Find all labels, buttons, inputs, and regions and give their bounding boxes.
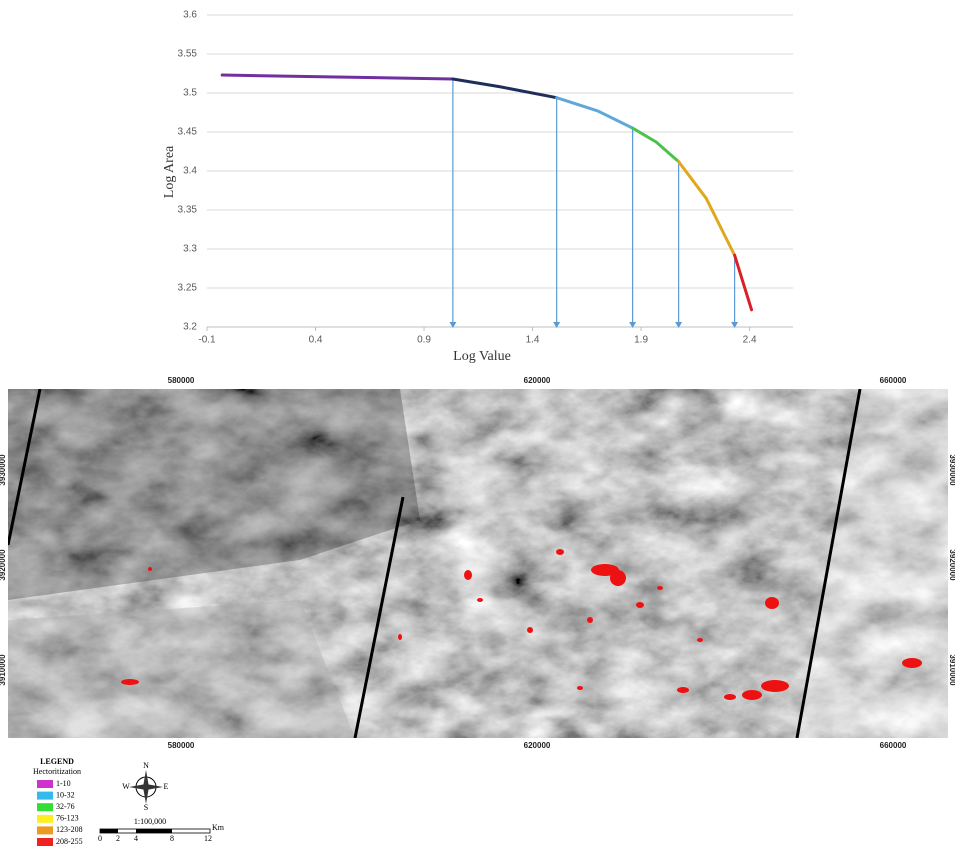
y-tick-label: 3.45 <box>178 127 198 138</box>
figure: Log Value Log Area 3.23.253. <box>0 0 955 846</box>
y-tick-label: 3.25 <box>178 283 198 294</box>
scale-tick: 12 <box>204 834 212 843</box>
y-tick-label: 3.55 <box>178 49 198 60</box>
map-x-label: 580000 <box>168 376 195 385</box>
scale-tick: 8 <box>170 834 174 843</box>
legend-label: 1-10 <box>56 779 71 788</box>
line-series <box>679 162 735 256</box>
scale-tick: 2 <box>116 834 120 843</box>
x-tick-label: 0.4 <box>309 335 323 346</box>
compass-letter: E <box>164 782 169 791</box>
line-series <box>633 128 679 162</box>
x-tick-label: 0.9 <box>417 335 431 346</box>
map-y-label: 3920000 <box>948 549 955 581</box>
y-tick-label: 3.4 <box>183 166 197 177</box>
y-axis-title: Log Area <box>162 145 177 198</box>
scale-tick: 4 <box>134 834 138 843</box>
x-tick-label: 1.4 <box>526 335 540 346</box>
line-series <box>222 75 453 79</box>
legend-label: 208-255 <box>56 837 83 846</box>
page: Log Value Log Area 3.23.253. <box>0 0 955 846</box>
y-tick-label: 3.2 <box>183 322 197 333</box>
line-series <box>735 255 752 310</box>
map-y-label: 3910000 <box>948 654 955 686</box>
legend-label: 76-123 <box>56 814 79 823</box>
compass-letter: S <box>144 803 148 812</box>
legend-swatch <box>37 838 53 846</box>
map-y-label: 3920000 <box>0 549 7 581</box>
x-tick-label: 2.4 <box>743 335 757 346</box>
legend-swatch <box>37 792 53 800</box>
legend-title: LEGEND <box>40 757 74 766</box>
compass-letter: N <box>143 761 149 770</box>
line-series <box>453 79 557 98</box>
legend-swatch <box>37 815 53 823</box>
scale-bar <box>100 829 210 833</box>
y-tick-label: 3.6 <box>183 10 197 21</box>
map-x-label: 580000 <box>168 741 195 750</box>
map-x-label: 660000 <box>880 376 907 385</box>
y-tick-label: 3.35 <box>178 205 198 216</box>
legend-swatch <box>37 803 53 811</box>
legend-label: 32-76 <box>56 802 75 811</box>
scale-unit: Km <box>212 823 225 832</box>
legend-swatch <box>37 780 53 788</box>
scale-tick: 0 <box>98 834 102 843</box>
map-y-label: 3930000 <box>0 454 7 486</box>
y-tick-label: 3.5 <box>183 88 197 99</box>
compass <box>129 770 163 804</box>
x-tick-label: -0.1 <box>198 335 216 346</box>
x-axis-title: Log Value <box>453 349 511 364</box>
legend-swatch <box>37 826 53 834</box>
compass-letter: W <box>122 782 130 791</box>
map-x-label: 620000 <box>524 376 551 385</box>
map-x-label: 660000 <box>880 741 907 750</box>
map-y-label: 3930000 <box>948 454 955 486</box>
scale-ratio: 1:100,000 <box>134 817 166 826</box>
plain-region <box>8 600 355 738</box>
legend-label: 10-32 <box>56 790 75 799</box>
y-tick-label: 3.3 <box>183 244 197 255</box>
legend-subtitle: Hectoritization <box>33 767 81 776</box>
satellite-image <box>8 389 948 738</box>
map-x-label: 620000 <box>524 741 551 750</box>
line-series <box>557 98 633 128</box>
map-y-label: 3910000 <box>0 654 7 686</box>
legend-label: 123-208 <box>56 825 83 834</box>
x-tick-label: 1.9 <box>634 335 648 346</box>
